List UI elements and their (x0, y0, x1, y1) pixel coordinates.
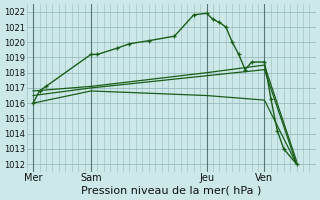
X-axis label: Pression niveau de la mer( hPa ): Pression niveau de la mer( hPa ) (81, 186, 261, 196)
